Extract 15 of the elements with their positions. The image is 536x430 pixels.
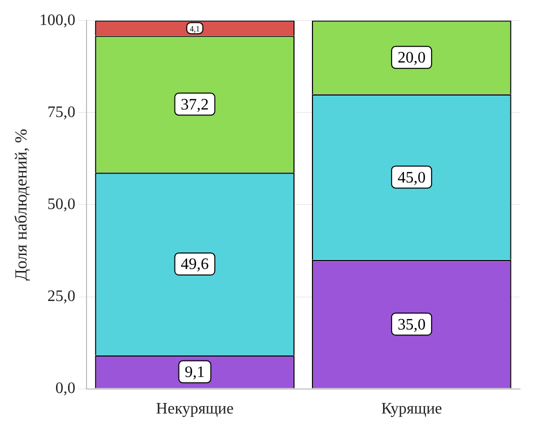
y-tick-label: 100,0 [39,12,76,29]
data-label: 35,0 [398,316,426,334]
y-tick-label: 75,0 [47,104,76,121]
y-tick-label: 25,0 [47,288,76,305]
data-label: 49,6 [180,256,209,274]
data-label: 9,1 [184,364,205,381]
y-axis-title: Доля наблюдений, % [12,128,31,281]
x-tick-label: Курящие [381,400,442,418]
data-label: 20,0 [398,50,426,67]
data-label: 37,2 [180,96,209,114]
data-label: 4,1 [190,24,200,34]
x-tick-label: Некурящие [156,400,234,418]
y-tick-label: 50,0 [47,196,76,213]
data-label: 45,0 [398,169,426,186]
y-tick-label: 0,0 [55,380,76,398]
